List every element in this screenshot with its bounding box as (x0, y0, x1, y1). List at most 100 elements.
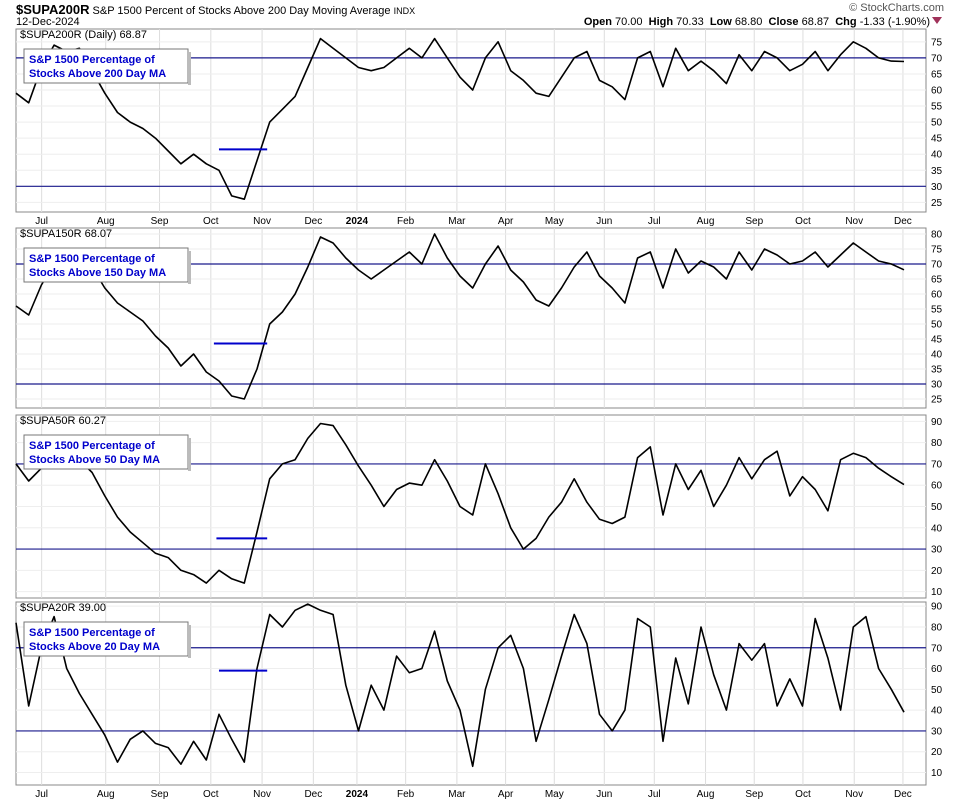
down-triangle-icon (932, 17, 942, 24)
y-tick-label: 75 (931, 37, 943, 48)
x-tick-label: Aug (97, 216, 115, 227)
x-tick-label: Aug (697, 216, 715, 227)
chg-value: -1.33 (-1.90%) (859, 16, 930, 28)
header-symbol: $SUPA200R (16, 2, 90, 17)
x-tick-label: May (545, 216, 564, 227)
y-tick-label: 25 (931, 395, 943, 406)
legend-line-1: S&P 1500 Percentage of (29, 440, 155, 452)
x-tick-label: Jul (648, 216, 661, 227)
legend-line-2: Stocks Above 150 Day MA (29, 267, 166, 279)
x-tick-label: Feb (397, 216, 415, 227)
y-tick-label: 65 (931, 69, 943, 80)
x-tick-label: May (545, 789, 564, 800)
legend-shadow (188, 52, 191, 85)
high-value: 70.33 (676, 16, 704, 28)
y-tick-label: 10 (931, 768, 943, 779)
y-tick-label: 20 (931, 566, 943, 577)
x-tick-label: Nov (845, 216, 863, 227)
x-tick-label: Apr (498, 216, 514, 227)
x-tick-label: Feb (397, 789, 415, 800)
y-tick-label: 80 (931, 622, 943, 633)
panel-title: $SUPA50R 60.27 (20, 415, 106, 427)
y-tick-label: 50 (931, 320, 943, 331)
y-tick-label: 40 (931, 523, 943, 534)
x-tick-label: Jul (648, 789, 661, 800)
y-tick-label: 80 (931, 438, 943, 449)
y-tick-label: 50 (931, 502, 943, 513)
y-tick-label: 70 (931, 260, 943, 271)
y-tick-label: 30 (931, 380, 943, 391)
y-tick-label: 80 (931, 230, 943, 241)
x-tick-label: Oct (203, 789, 219, 800)
y-tick-label: 90 (931, 602, 943, 613)
legend-line-1: S&P 1500 Percentage of (29, 54, 155, 66)
y-tick-label: 50 (931, 685, 943, 696)
x-tick-label: Dec (304, 216, 322, 227)
y-tick-label: 35 (931, 166, 943, 177)
legend-line-1: S&P 1500 Percentage of (29, 627, 155, 639)
series-line (15, 37, 905, 200)
x-tick-label: 2024 (346, 789, 369, 800)
y-tick-label: 10 (931, 587, 943, 598)
open-label: Open (583, 16, 612, 28)
x-tick-label: Oct (795, 789, 811, 800)
low-label: Low (709, 16, 732, 28)
series-line (15, 233, 905, 400)
legend-line-1: S&P 1500 Percentage of (29, 253, 155, 265)
y-tick-label: 50 (931, 118, 943, 129)
low-value: 68.80 (734, 16, 763, 28)
x-tick-label: Jun (596, 216, 612, 227)
y-tick-label: 60 (931, 664, 943, 675)
x-tick-label: Dec (894, 216, 912, 227)
x-tick-label: Nov (845, 789, 863, 800)
y-tick-label: 20 (931, 747, 943, 758)
x-tick-label: Oct (795, 216, 811, 227)
y-tick-label: 55 (931, 102, 943, 113)
legend-line-2: Stocks Above 200 Day MA (29, 68, 166, 80)
header-copyright: © StockCharts.com (849, 2, 944, 14)
y-tick-label: 35 (931, 365, 943, 376)
series-line (15, 422, 905, 584)
y-tick-label: 60 (931, 481, 943, 492)
y-tick-label: 60 (931, 290, 943, 301)
panel-4: 10 20 30 40 50 60 70 80 90 $SUPA20R 39.00 S&P 1500… (15, 601, 943, 800)
legend-line-2: Stocks Above 50 Day MA (29, 454, 160, 466)
legend-line-2: Stocks Above 20 Day MA (29, 641, 160, 653)
panel-1: 25 30 35 40 45 50 55 60 65 70 75 $SUPA200R (Daily) … (15, 28, 943, 227)
y-tick-label: 45 (931, 134, 943, 145)
high-label: High (648, 16, 674, 28)
x-tick-label: Nov (253, 789, 271, 800)
panel-title: $SUPA150R 68.07 (20, 228, 112, 240)
x-tick-label: Mar (448, 789, 466, 800)
y-tick-label: 55 (931, 305, 943, 316)
x-tick-label: Jul (35, 216, 48, 227)
header-symbol-line: $SUPA200R S&P 1500 Percent of Stocks Abo… (16, 2, 415, 17)
x-tick-label: Sep (151, 789, 169, 800)
legend-box: S&P 1500 Percentage of Stocks Above 150 D… (23, 247, 191, 284)
y-tick-label: 30 (931, 182, 943, 193)
chg-label: Chg (835, 16, 857, 28)
x-tick-label: Aug (97, 789, 115, 800)
header-date: 12-Dec-2024 (16, 16, 80, 28)
open-value: 70.00 (615, 16, 643, 28)
y-tick-label: 40 (931, 350, 943, 361)
y-tick-label: 70 (931, 643, 943, 654)
legend-shadow (188, 438, 191, 471)
x-tick-label: Nov (253, 216, 271, 227)
x-tick-label: Oct (203, 216, 219, 227)
close-label: Close (768, 16, 799, 28)
legend-box: S&P 1500 Percentage of Stocks Above 200 D… (23, 48, 191, 85)
x-tick-label: Sep (745, 216, 763, 227)
legend-shadow (188, 251, 191, 284)
y-tick-label: 60 (931, 86, 943, 97)
y-tick-label: 90 (931, 417, 943, 428)
x-tick-label: Dec (894, 789, 912, 800)
x-tick-label: Mar (448, 216, 466, 227)
panel-2: 25 30 35 40 45 50 55 60 65 70 75 80 $SUPA150R 68.07 S… (15, 227, 943, 409)
y-tick-label: 45 (931, 335, 943, 346)
x-tick-label: Sep (745, 789, 763, 800)
y-tick-label: 70 (931, 459, 943, 470)
y-tick-label: 70 (931, 53, 943, 64)
x-tick-label: Aug (697, 789, 715, 800)
y-tick-label: 30 (931, 545, 943, 556)
